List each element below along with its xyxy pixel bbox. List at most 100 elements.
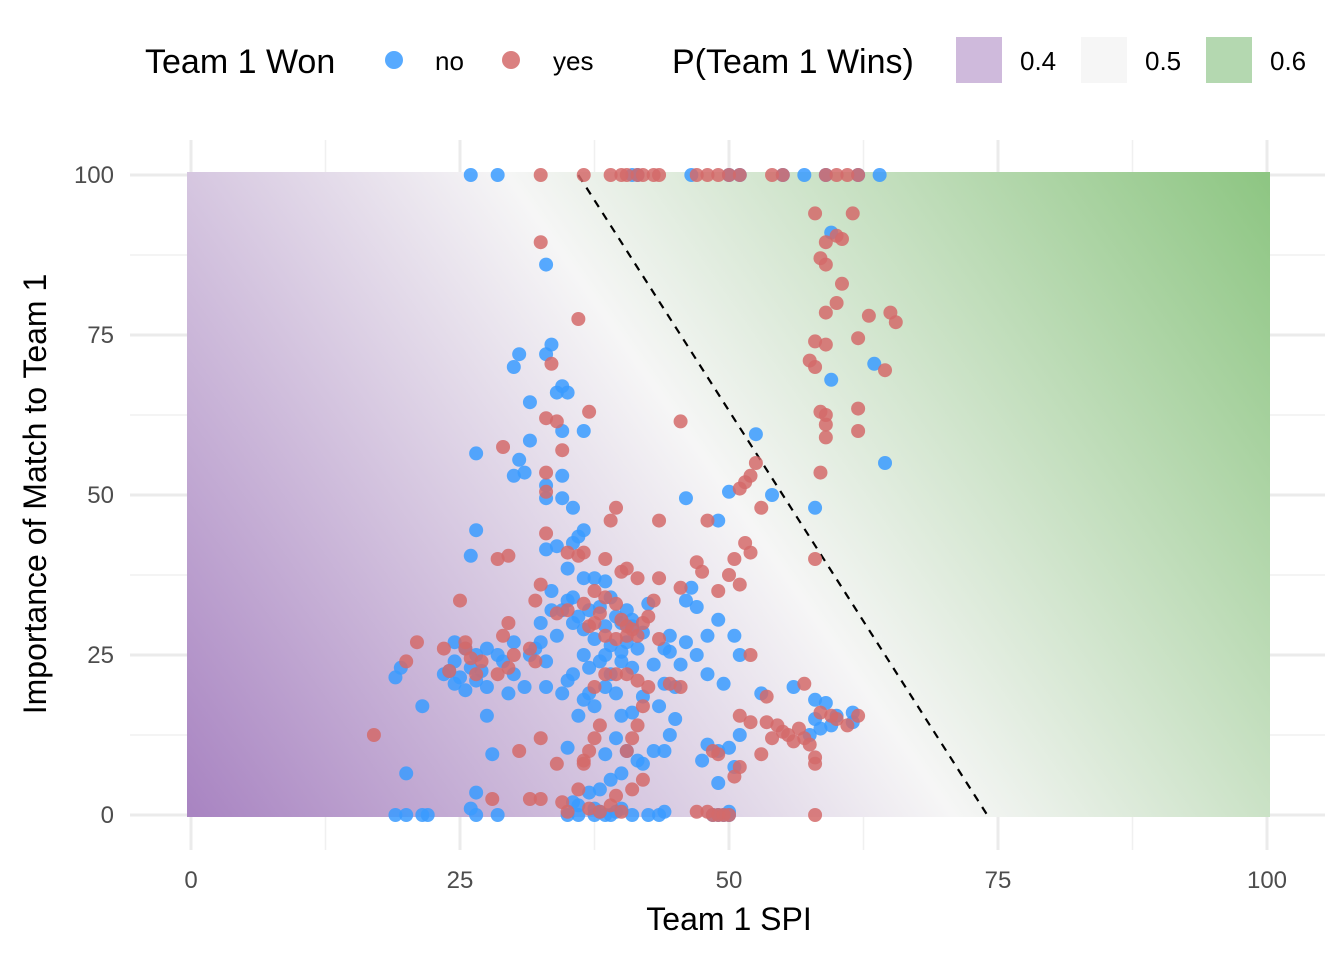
point-yes [845,206,860,221]
point-yes [711,584,726,598]
point-yes [496,440,511,454]
point-yes [630,571,645,586]
point-yes [539,465,554,480]
point-no [684,580,699,595]
point-yes [560,603,575,618]
point-yes [888,315,903,330]
point-yes [635,616,650,630]
point-no [469,523,484,538]
point-yes [555,443,570,458]
point-yes [635,699,650,714]
legend-swatch-0-4 [956,37,1002,83]
point-no [587,571,602,586]
point-no [689,648,704,662]
point-yes [598,552,613,566]
point-no [614,766,629,781]
point-no [512,452,527,467]
point-no [420,808,435,822]
point-no [598,574,613,589]
point-no [673,657,688,672]
point-yes [549,756,564,771]
data-points [366,168,903,822]
point-yes [732,168,747,182]
point-no [549,539,564,554]
point-no [549,628,564,643]
point-yes [522,792,537,806]
point-yes [582,744,597,758]
y-axis-ticks: 0 25 50 75 100 [74,162,114,829]
point-yes [732,481,747,496]
point-yes [727,552,742,566]
point-yes [409,635,424,650]
color-legend-title: Team 1 Won [145,43,335,81]
point-yes [689,804,704,819]
point-yes [829,712,844,726]
point-no [560,740,575,755]
y-tick-label: 75 [87,322,114,349]
point-no [630,641,645,656]
point-no [490,808,505,822]
point-no [479,708,494,723]
point-yes [501,616,516,630]
point-no [716,676,731,691]
point-yes [539,411,554,426]
point-no [813,721,828,736]
point-yes [625,731,640,746]
point-yes [802,737,817,752]
point-no [571,708,586,723]
legend-0-5-label: 0.5 [1145,46,1181,76]
point-no [748,427,763,442]
point-yes [544,356,559,371]
point-yes [609,500,624,515]
x-tick-label: 75 [985,867,1012,894]
point-yes [834,232,849,246]
point-yes [652,168,667,182]
point-yes [851,401,866,416]
point-no [657,744,672,758]
point-yes [571,782,586,797]
point-yes [829,296,844,310]
point-no [517,465,532,480]
point-no [501,686,516,701]
point-no [609,686,624,701]
point-no [506,468,521,483]
point-yes [619,561,634,576]
point-yes [673,580,688,595]
point-no [544,337,559,352]
point-no [797,168,812,182]
point-yes [630,673,645,688]
point-yes [732,708,747,723]
point-no [517,680,532,694]
point-no [808,692,823,707]
point-yes [619,667,634,682]
point-yes [673,680,688,694]
point-no [512,347,527,362]
point-no [447,635,462,650]
point-yes [818,430,833,445]
point-yes [759,689,774,704]
point-yes [727,769,742,784]
point-yes [592,804,607,819]
point-yes [625,622,640,637]
point-yes [576,756,591,771]
point-no [662,644,677,659]
point-no [539,654,554,669]
point-no [878,456,893,470]
point-yes [652,571,667,586]
point-no [592,654,607,669]
point-no [646,744,661,758]
point-yes [592,606,607,621]
point-no [872,168,887,182]
point-yes [851,424,866,438]
point-no [603,772,618,787]
x-tick-label: 100 [1247,867,1287,894]
point-yes [587,731,602,746]
point-no [560,673,575,688]
point-no [711,513,726,528]
point-no [592,782,607,797]
point-no [463,168,478,182]
point-yes [576,596,591,611]
point-no [399,808,414,822]
point-yes [587,680,602,694]
